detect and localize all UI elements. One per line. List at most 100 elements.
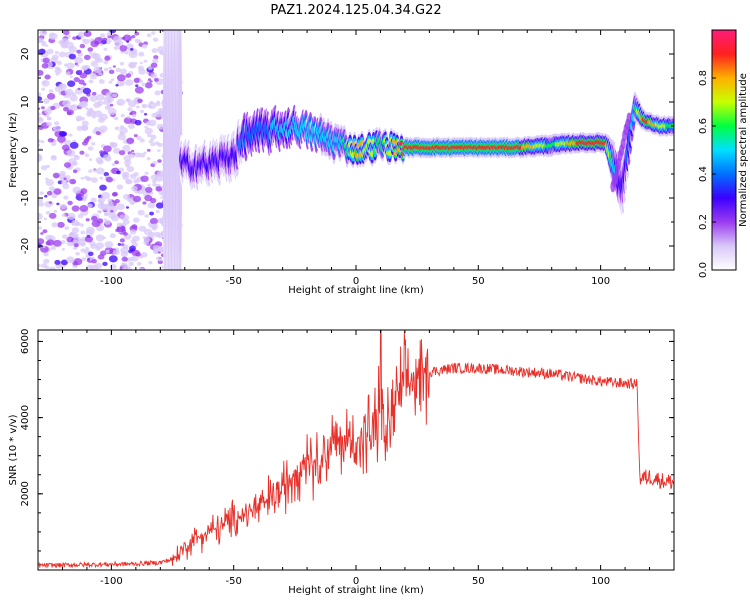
spectrogram-cell: [119, 45, 128, 52]
spectrogram-cell: [150, 134, 157, 140]
spectrogram-cell: [103, 47, 108, 51]
spectrogram-cell: [93, 169, 98, 173]
spectrogram-cell: [152, 160, 158, 165]
spectrogram-cell: [149, 217, 159, 225]
colorbar-tick-label: 0.8: [698, 70, 709, 86]
spectrogram-cell: [61, 213, 66, 217]
spectrogram-cell: [72, 169, 78, 174]
spectrogram-cell: [91, 72, 96, 77]
spectrogram-cell: [119, 68, 127, 75]
spectrogram-cell: [143, 59, 148, 63]
spectrogram-cell: [147, 202, 156, 209]
spectrogram-cell: [157, 143, 163, 148]
x-tick-label: -50: [226, 276, 242, 287]
spectrogram-cell: [97, 210, 102, 214]
spectrogram-cell: [85, 137, 90, 141]
spectrogram-cell: [69, 94, 78, 102]
spectrogram-cell: [160, 196, 164, 199]
spectrogram-cell: [117, 133, 127, 141]
spectrogram-cell: [46, 121, 53, 127]
spectrogram-cell: [80, 176, 85, 180]
spectrogram-cell: [96, 167, 105, 175]
spectrogram-cell: [64, 139, 72, 146]
colorbar-tick-label: 0.0: [698, 262, 709, 278]
spectrogram-cell: [138, 225, 147, 232]
spectrogram-cell: [43, 251, 49, 257]
spectrogram-cell: [38, 139, 42, 143]
spectrogram-cell: [45, 44, 49, 47]
spectrogram-cell: [54, 259, 61, 265]
spectrogram-cell: [103, 67, 109, 72]
spectrogram-cell: [81, 120, 89, 127]
spectrogram-cell: [125, 73, 132, 78]
spectrogram-cell: [152, 37, 159, 42]
spectrogram-cell: [109, 233, 116, 239]
spectrogram-cell: [41, 106, 45, 110]
spectrogram-cell: [120, 251, 129, 258]
spectrogram-cell: [38, 143, 41, 147]
spectrogram-cell: [74, 154, 79, 159]
y-tick-label: 20: [20, 48, 31, 61]
spectrogram-cell: [101, 192, 111, 200]
spectrogram-cell: [114, 198, 120, 204]
spectrogram-cell: [78, 79, 85, 85]
spectrogram-cell: [42, 98, 50, 104]
spectrogram-cell: [147, 78, 152, 81]
spectrogram-cell: [136, 135, 142, 140]
spectrogram-cell: [72, 162, 76, 166]
spectrogram-cell: [98, 72, 103, 76]
spectrogram-cell: [131, 113, 137, 118]
colorbar-tick-label: 0.2: [698, 214, 709, 230]
spectrogram-cell: [144, 82, 153, 89]
spectrogram-cell: [149, 80, 153, 83]
spectrogram-cell: [150, 62, 158, 68]
figure-title: PAZ1.2024.125.04.34.G22: [270, 3, 441, 18]
spectrogram-cell: [134, 31, 140, 36]
spectrogram-cell: [115, 228, 120, 233]
y-tick-label: 0: [20, 147, 31, 153]
spectrogram-cell: [53, 188, 62, 195]
spectrogram-cell: [111, 93, 118, 98]
spectrogram-cell: [141, 104, 145, 108]
spectrogram-cell: [112, 35, 122, 44]
spectrogram-cell: [139, 267, 145, 270]
spectrogram-cell: [63, 162, 72, 168]
spectrogram-cell: [135, 252, 141, 257]
spectrogram-cell: [131, 185, 138, 192]
spectrogram-cell: [146, 133, 152, 138]
spectrogram-cell: [38, 112, 41, 117]
spectrogram-cell: [134, 119, 142, 126]
spectrogram-cell: [87, 47, 94, 52]
spectrogram-cell: [73, 258, 83, 266]
spectrogram-cell: [85, 107, 89, 110]
spectrogram-cell: [155, 210, 160, 214]
spectrogram-cell: [81, 257, 87, 262]
spectrogram-cell: [96, 100, 104, 106]
spectrogram-cell: [155, 186, 163, 192]
spectrogram-cell: [107, 107, 117, 115]
spectrogram-cell: [61, 248, 66, 251]
spectrogram-cell: [103, 99, 111, 105]
spectrogram-cell: [150, 142, 156, 147]
spectrogram-cell: [114, 126, 120, 131]
spectrogram-cell: [71, 205, 80, 212]
spectrogram-cell: [77, 31, 86, 38]
spectrogram-cell: [51, 193, 58, 199]
spectrogram-cell: [95, 93, 105, 101]
spectrogram-cell: [81, 198, 87, 202]
spectrogram-cell: [114, 160, 119, 165]
spectrogram-cell: [112, 192, 118, 197]
spectrogram-cell: [99, 176, 104, 180]
spectrogram-cell: [41, 63, 49, 69]
spectrogram-cell: [118, 150, 126, 156]
spectrogram-cell: [71, 227, 80, 234]
spectrogram-cell: [100, 33, 106, 38]
spectrogram-cell: [58, 51, 66, 58]
spectrogram-cell: [50, 155, 57, 161]
spectrogram-cell: [38, 92, 42, 97]
spectrogram-cell: [38, 116, 44, 124]
spectrogram-cell: [38, 69, 44, 76]
spectrogram-cell: [106, 32, 111, 37]
